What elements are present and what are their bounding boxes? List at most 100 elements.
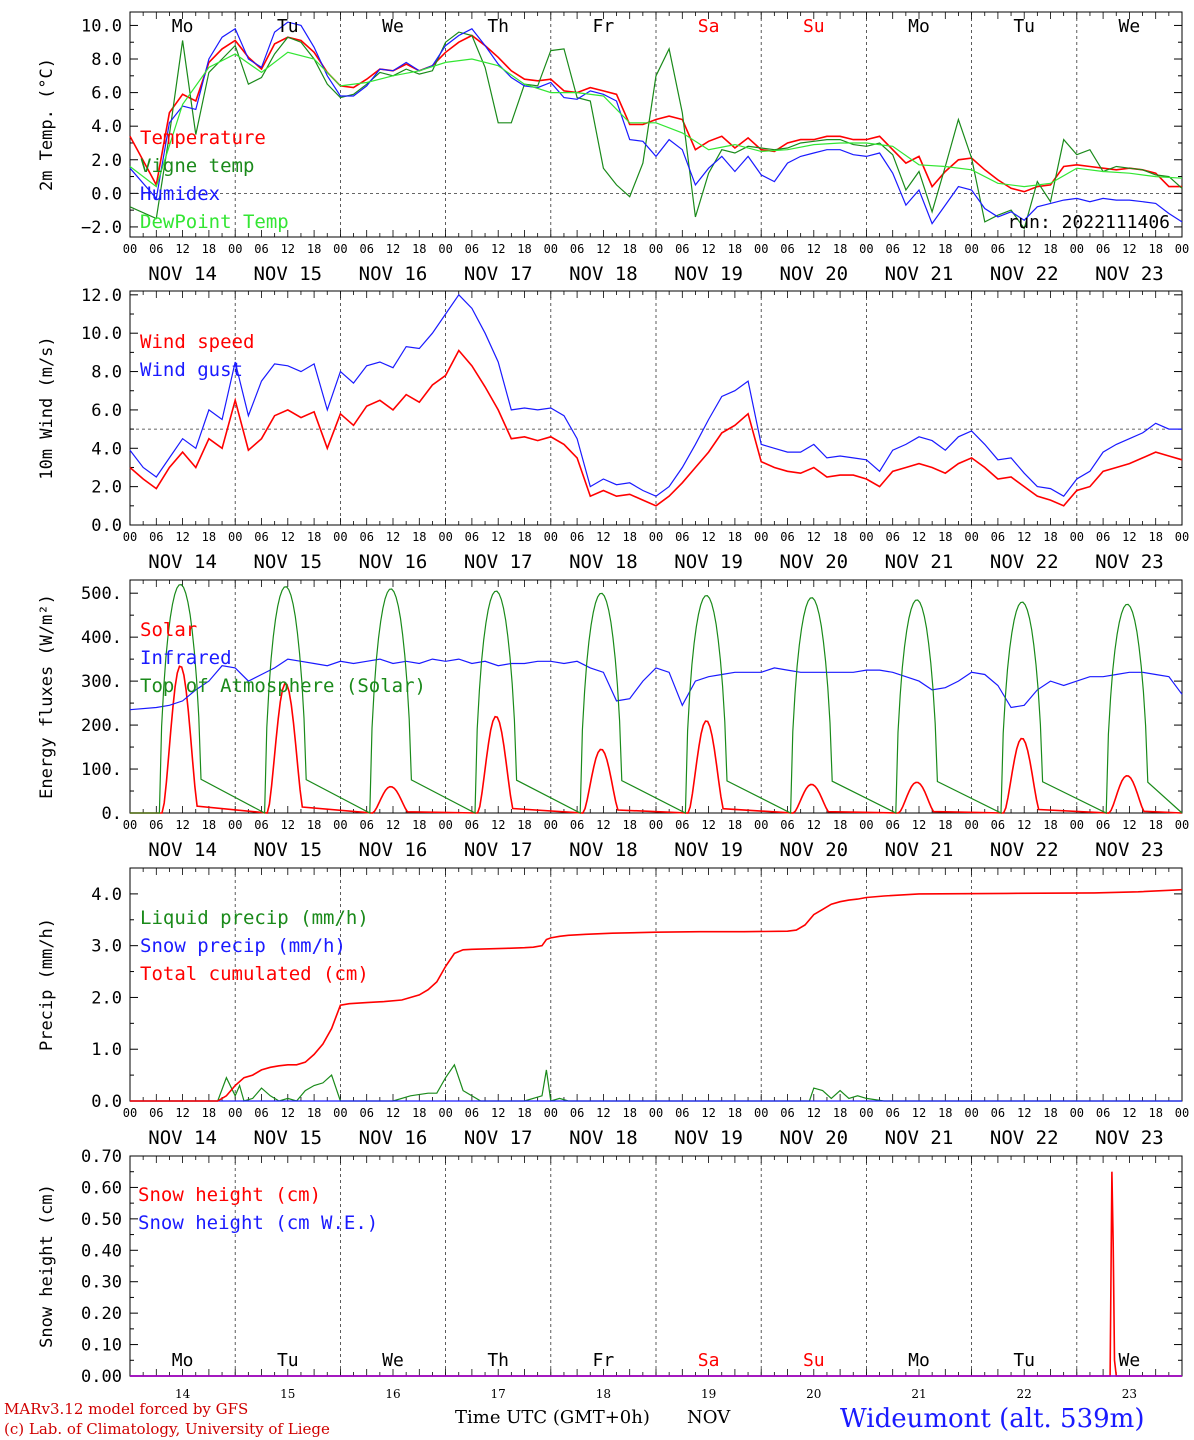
hour-tick-label: 18 bbox=[202, 1106, 216, 1120]
hour-tick-label: 12 bbox=[701, 1106, 715, 1120]
hour-tick-label: 12 bbox=[807, 818, 821, 832]
hour-tick-label: 00 bbox=[228, 530, 242, 544]
hour-tick-label: 12 bbox=[912, 818, 926, 832]
legend-entry: Snow precip (mm/h) bbox=[140, 935, 346, 957]
hour-tick-label: 00 bbox=[228, 818, 242, 832]
day-name-bottom: We bbox=[382, 1350, 404, 1371]
date-label: NOV 17 bbox=[464, 551, 533, 573]
hour-tick-label: 18 bbox=[1043, 1106, 1057, 1120]
legend-entry: Humidex bbox=[140, 183, 220, 205]
y-tick-label: 10.0 bbox=[81, 16, 122, 36]
hour-tick-label: 06 bbox=[465, 242, 479, 256]
hour-tick-label: 00 bbox=[754, 1106, 768, 1120]
hour-tick-label: 06 bbox=[885, 242, 899, 256]
hour-tick-label: 06 bbox=[885, 530, 899, 544]
hour-tick-label: 00 bbox=[228, 1106, 242, 1120]
hour-tick-label: 00 bbox=[754, 242, 768, 256]
date-label: NOV 15 bbox=[253, 839, 322, 861]
hour-tick-label: 06 bbox=[149, 1106, 163, 1120]
hour-tick-label: 00 bbox=[544, 818, 558, 832]
day-number: 19 bbox=[701, 1387, 716, 1401]
hour-tick-label: 00 bbox=[123, 530, 137, 544]
day-name-top: We bbox=[1119, 16, 1141, 37]
run-label: run: 2022111406 bbox=[1007, 212, 1170, 233]
date-label: NOV 15 bbox=[253, 551, 322, 573]
hour-tick-label: 18 bbox=[202, 242, 216, 256]
day-name-bottom: Tu bbox=[277, 1350, 299, 1371]
hour-tick-label: 18 bbox=[412, 1106, 426, 1120]
y-tick-label: 8.0 bbox=[91, 50, 122, 70]
y-axis-label: Precip (mm/h) bbox=[37, 918, 57, 1051]
y-tick-label: 4.0 bbox=[91, 885, 122, 905]
date-label: NOV 19 bbox=[674, 551, 743, 573]
day-name-bottom: Su bbox=[803, 1350, 825, 1371]
hour-tick-label: 00 bbox=[1070, 1106, 1084, 1120]
hour-tick-label: 06 bbox=[780, 242, 794, 256]
date-label: NOV 15 bbox=[253, 1127, 322, 1149]
y-tick-label: 0.60 bbox=[81, 1178, 122, 1198]
hour-tick-label: 00 bbox=[859, 242, 873, 256]
hour-tick-label: 06 bbox=[570, 530, 584, 544]
hour-tick-label: 06 bbox=[465, 530, 479, 544]
hour-tick-label: 18 bbox=[307, 242, 321, 256]
series-line-solar bbox=[130, 665, 1183, 814]
date-label: NOV 18 bbox=[569, 263, 638, 285]
hour-tick-label: 18 bbox=[938, 818, 952, 832]
hour-tick-label: 12 bbox=[386, 530, 400, 544]
y-tick-label: 4.0 bbox=[91, 439, 122, 459]
y-tick-label: 0.0 bbox=[91, 184, 122, 204]
hour-tick-label: 12 bbox=[491, 242, 505, 256]
hour-tick-label: 12 bbox=[386, 242, 400, 256]
hour-tick-label: 12 bbox=[912, 1106, 926, 1120]
hour-tick-label: 06 bbox=[465, 818, 479, 832]
hour-tick-label: 00 bbox=[438, 1106, 452, 1120]
hour-tick-label: 00 bbox=[438, 530, 452, 544]
hour-tick-label: 12 bbox=[281, 530, 295, 544]
hour-tick-label: 00 bbox=[1070, 818, 1084, 832]
date-label: NOV 23 bbox=[1095, 839, 1164, 861]
day-name-top: Sa bbox=[698, 16, 720, 37]
date-label: NOV 14 bbox=[148, 263, 217, 285]
hour-tick-label: 00 bbox=[1175, 242, 1189, 256]
day-number: 14 bbox=[175, 1387, 191, 1401]
day-name-bottom: Th bbox=[487, 1350, 509, 1371]
hour-tick-label: 00 bbox=[754, 818, 768, 832]
hour-tick-label: 18 bbox=[833, 818, 847, 832]
legend-entry: Wind gust bbox=[140, 359, 243, 381]
hour-tick-label: 00 bbox=[1070, 242, 1084, 256]
hour-tick-label: 00 bbox=[1175, 530, 1189, 544]
hour-tick-label: 18 bbox=[517, 530, 531, 544]
date-label: NOV 19 bbox=[674, 839, 743, 861]
hour-tick-label: 12 bbox=[701, 818, 715, 832]
hour-tick-label: 00 bbox=[1175, 818, 1189, 832]
hour-tick-label: 06 bbox=[1096, 242, 1110, 256]
date-label: NOV 14 bbox=[148, 1127, 217, 1149]
day-name-top: Fr bbox=[593, 16, 615, 37]
hour-tick-label: 00 bbox=[438, 818, 452, 832]
day-name-top: Tu bbox=[277, 16, 299, 37]
y-tick-label: 300. bbox=[81, 672, 122, 692]
y-tick-label: 0.30 bbox=[81, 1273, 122, 1293]
hour-tick-label: 12 bbox=[1017, 1106, 1031, 1120]
hour-tick-label: 06 bbox=[675, 242, 689, 256]
hour-tick-label: 06 bbox=[359, 1106, 373, 1120]
plot-frame bbox=[129, 11, 1183, 238]
y-tick-label: 0.00 bbox=[81, 1367, 122, 1387]
date-label: NOV 21 bbox=[885, 551, 954, 573]
hour-tick-label: 06 bbox=[254, 242, 268, 256]
hour-tick-label: 00 bbox=[544, 530, 558, 544]
panel-2: 0.0 2.0 4.0 6.0 8.0 10.0 12.0 10m Wind (m/s) Win… bbox=[37, 286, 1189, 573]
date-label: NOV 16 bbox=[359, 839, 428, 861]
day-number: 22 bbox=[1017, 1387, 1032, 1401]
hour-tick-label: 06 bbox=[570, 1106, 584, 1120]
hour-tick-label: 00 bbox=[649, 1106, 663, 1120]
date-label: NOV 22 bbox=[990, 551, 1059, 573]
hour-tick-label: 06 bbox=[991, 530, 1005, 544]
hour-tick-label: 12 bbox=[281, 242, 295, 256]
day-number: 21 bbox=[911, 1387, 926, 1401]
y-tick-label: 6.0 bbox=[91, 401, 122, 421]
hour-tick-label: 00 bbox=[333, 1106, 347, 1120]
hour-tick-label: 18 bbox=[728, 530, 742, 544]
hour-tick-label: 12 bbox=[491, 530, 505, 544]
day-number: 18 bbox=[596, 1387, 611, 1401]
